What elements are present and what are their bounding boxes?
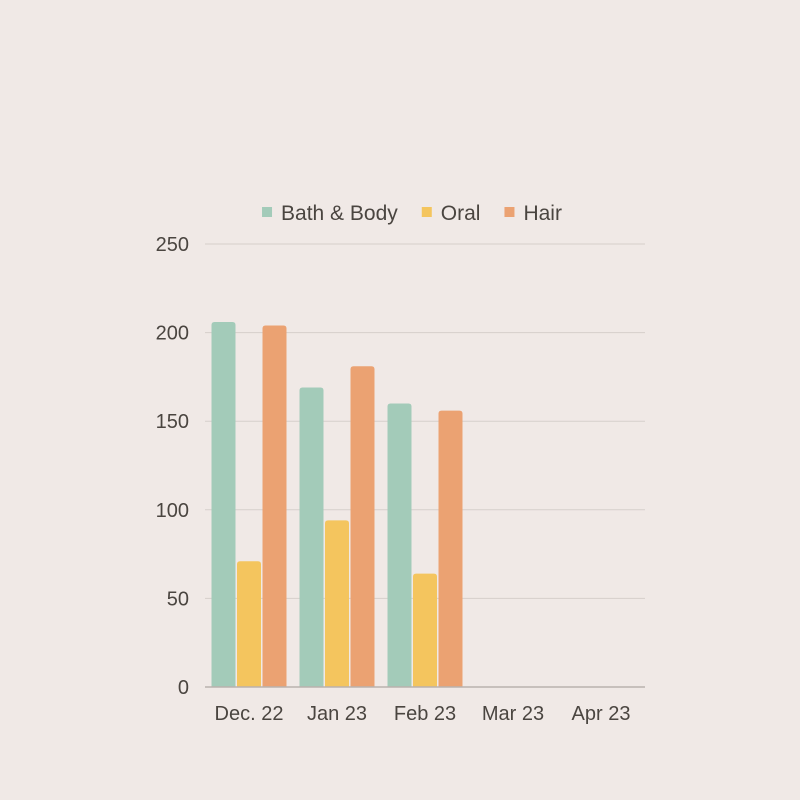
x-tick-label: Dec. 22 (215, 703, 284, 725)
bar (262, 325, 287, 687)
bar (211, 321, 236, 687)
x-tick-label: Jan 23 (307, 703, 367, 725)
y-tick-label: 150 (156, 411, 189, 433)
axes: 0 50 100 150 200 250 Dec. 22 Jan 23 Feb 23 Mar 23… (156, 234, 645, 725)
bar (438, 410, 463, 687)
bar (413, 573, 437, 687)
y-tick-label: 200 (156, 323, 189, 345)
x-tick-label: Mar 23 (482, 703, 544, 725)
bar (350, 366, 375, 687)
legend-label: Oral (441, 202, 481, 225)
y-tick-label: 250 (156, 234, 189, 256)
bar (387, 403, 412, 687)
bars (211, 321, 463, 687)
legend-swatch (504, 207, 515, 217)
y-tick-label: 100 (156, 500, 189, 522)
legend-label: Hair (523, 202, 562, 225)
bar (299, 387, 324, 687)
x-tick-label: Feb 23 (394, 703, 456, 725)
bar (237, 561, 261, 687)
legend-label: Bath & Body (281, 202, 398, 225)
bar (325, 520, 349, 687)
y-tick-label: 0 (178, 677, 189, 699)
legend-swatch (421, 207, 432, 217)
y-tick-label: 50 (167, 588, 189, 610)
x-tick-label: Apr 23 (572, 703, 631, 725)
legend: Bath & Body Oral Hair (262, 202, 562, 225)
legend-swatch (262, 207, 273, 217)
